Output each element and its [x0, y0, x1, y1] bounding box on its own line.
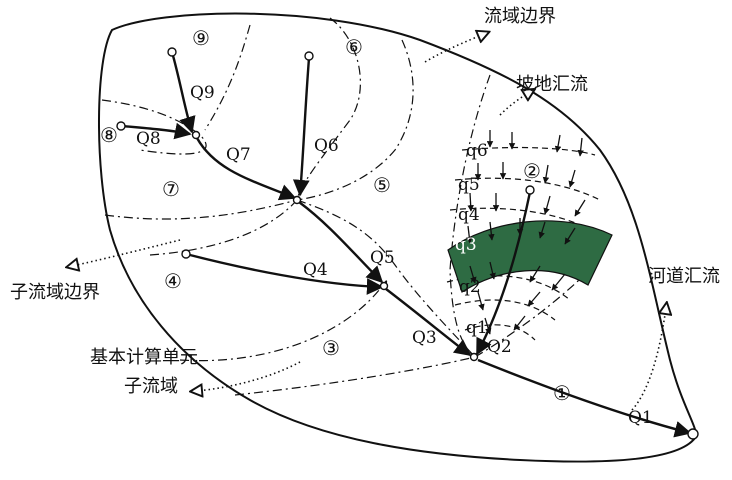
label-subbasin-boundary: 子流域边界 [10, 282, 100, 303]
subbasin-label-6: ⑥ [345, 35, 363, 59]
flow-label-Q3: Q3 [412, 328, 437, 348]
flow-label-Q6: Q6 [314, 136, 339, 156]
flow-label-Q2: Q2 [487, 337, 512, 357]
flow-label-Q5: Q5 [370, 248, 395, 268]
label-basic-unit-line2: 子流域 [124, 376, 178, 397]
slope-flow-arcs [446, 146, 601, 341]
label-basic-unit-line1: 基本计算单元 [90, 347, 198, 368]
subbasin-label-9: ⑨ [192, 26, 210, 50]
slope-flow-arrows [466, 130, 586, 335]
subbasin-label-4: ④ [164, 269, 182, 293]
nodes [116, 47, 699, 440]
watershed-boundary-outline [98, 12, 697, 463]
subbasin-label-3: ③ [322, 336, 340, 360]
flow-label-Q8: Q8 [136, 129, 161, 149]
slope-label-q6: q6 [466, 141, 488, 161]
slope-label-q5: q5 [458, 175, 480, 195]
label-channel-confluence: 河道汇流 [648, 266, 720, 287]
slope-label-q4: q4 [458, 205, 480, 225]
label-watershed-boundary: 流域边界 [484, 6, 556, 27]
flow-label-Q1: Q1 [628, 408, 653, 428]
flow-label-Q7: Q7 [226, 145, 251, 165]
slope-label-q3: q3 [455, 235, 477, 255]
channel-network [121, 51, 692, 438]
flow-label-Q4: Q4 [303, 260, 328, 280]
label-slope-confluence: 坡地汇流 [516, 74, 588, 95]
subbasin-label-2: ② [523, 159, 541, 183]
slope-label-q2: q2 [459, 277, 481, 297]
slope-label-q1: q1 [466, 318, 488, 338]
annotation-leaders [72, 34, 666, 411]
subbasin-label-7: ⑦ [162, 177, 180, 201]
subbasin-label-5: ⑤ [373, 173, 391, 197]
subbasin-label-8: ⑧ [100, 123, 118, 147]
subbasin-label-1: ① [553, 381, 571, 405]
flow-label-Q9: Q9 [190, 83, 215, 103]
